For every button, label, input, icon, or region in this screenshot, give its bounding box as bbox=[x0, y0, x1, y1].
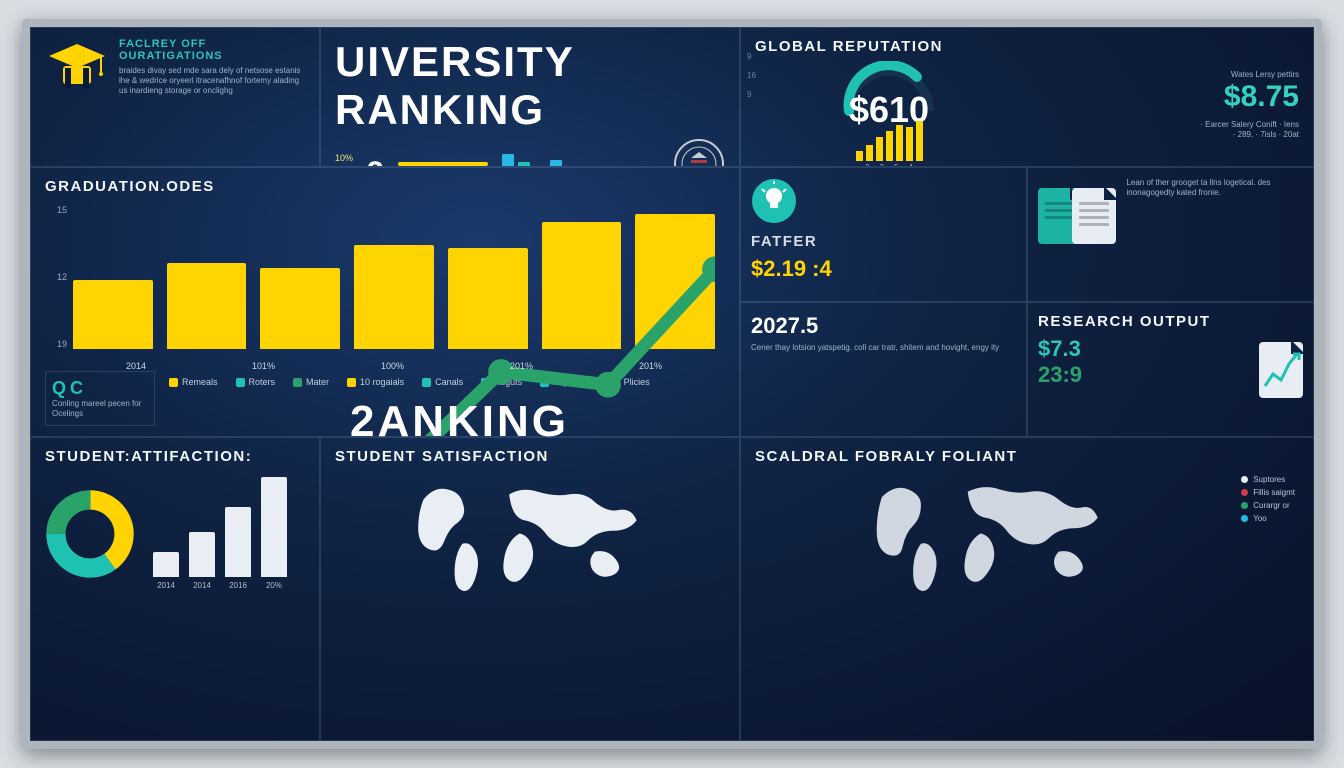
title-mini-bars bbox=[502, 150, 578, 167]
y2027-desc: Cener thay lotsion yatspetig. coll car t… bbox=[751, 343, 1016, 353]
note-icon-q: Q bbox=[52, 378, 66, 399]
global-side-label: Wates Lersy pettirs bbox=[1031, 70, 1299, 80]
panel-student-satisfaction: STUDENT SATISFACTION bbox=[320, 437, 740, 741]
graduation-note: Conling mareel pecen for Ocelings bbox=[52, 399, 148, 419]
global-title: GLOBAL REPUTATION bbox=[755, 38, 943, 55]
title-underline bbox=[398, 162, 488, 166]
panel-global-reputation: GLOBAL REPUTATION $610 2354 Wates Lersy … bbox=[740, 27, 1314, 167]
global-yticks: 9169 bbox=[747, 52, 756, 99]
research-title: RESEARCH OUTPUT bbox=[1038, 313, 1249, 330]
dashboard-board: FACLREY OFF OURATIGATIONS braides divay … bbox=[22, 19, 1322, 749]
panel-student-attifaction: STUDENT:ATTIFACTION: 20142014201620% bbox=[30, 437, 320, 741]
world-map-1 bbox=[335, 471, 725, 606]
world-map-2 bbox=[755, 471, 1227, 606]
student-aff-xaxis: 20142014201620% bbox=[153, 581, 287, 590]
student-aff-title: STUDENT:ATTIFACTION: bbox=[45, 448, 305, 465]
graduation-chart: 151219 2014101%100%201%201% bbox=[45, 205, 725, 371]
panel-graduation: GRADUATION.ODES 151219 2014101%100%201%2… bbox=[30, 167, 740, 437]
faculty-title: FACLREY OFF OURATIGATIONS bbox=[119, 38, 305, 62]
fatfer-val: $2.19 :4 bbox=[751, 256, 1016, 282]
fatfer-title: FATFER bbox=[751, 233, 1016, 250]
graduation-title: GRADUATION.ODES bbox=[45, 178, 725, 195]
research-doc-icon bbox=[1259, 342, 1303, 398]
graduation-legend: RemealsRotersMater10 rogaialsCanalsAugut… bbox=[169, 377, 650, 387]
research-v1: $7.3 bbox=[1038, 336, 1249, 362]
panel-scaldral: SCALDRAL FOBRALY FOLIANT SuptoresFillis … bbox=[740, 437, 1314, 741]
panel-title: UIVERSITY RANKING 10%2ogCan 3 bbox=[320, 27, 740, 167]
research-v2: 23:9 bbox=[1038, 362, 1249, 388]
panel-right-mid: FATFER $2.19 :4 Lean of ther grooget ta … bbox=[740, 167, 1314, 437]
panel-fatfer: FATFER $2.19 :4 bbox=[740, 167, 1027, 302]
global-side-val: $8.75 bbox=[1031, 80, 1299, 114]
donut-chart-icon bbox=[45, 489, 135, 579]
panel-2027: 2027.5 Cener thay lotsion yatspetig. col… bbox=[740, 302, 1027, 437]
y2027-val: 2027.5 bbox=[751, 313, 1016, 339]
document-white-icon bbox=[1072, 188, 1116, 244]
title-mini-big3: 3 bbox=[367, 156, 384, 167]
global-mini-bars bbox=[856, 133, 923, 161]
student-aff-bars bbox=[153, 477, 287, 577]
scaldral-legend: SuptoresFillis saigmtCurargr orYoo bbox=[1237, 471, 1299, 527]
global-notes: · Earcer Salery Conift · Iens· 289, · 7i… bbox=[1031, 120, 1299, 140]
panel-research: RESEARCH OUTPUT $7.3 23:9 bbox=[1027, 302, 1314, 437]
title-mini-stack: 10%2ogCan bbox=[335, 152, 353, 167]
main-title: UIVERSITY RANKING bbox=[335, 38, 725, 134]
university-seal-icon bbox=[673, 138, 725, 167]
docs-desc: Lean of ther grooget ta llns logetical. … bbox=[1126, 178, 1303, 198]
panel-faculty: FACLREY OFF OURATIGATIONS braides divay … bbox=[30, 27, 320, 167]
bulb-badge-icon bbox=[751, 178, 797, 224]
student-sat-title: STUDENT SATISFACTION bbox=[335, 448, 725, 465]
faculty-desc: braides divay sed mde sara dely of netso… bbox=[119, 66, 305, 96]
panel-docs: Lean of ther grooget ta llns logetical. … bbox=[1027, 167, 1314, 302]
note-icon-c: C bbox=[70, 378, 83, 399]
graduation-cap-icon bbox=[45, 38, 109, 102]
scaldral-title: SCALDRAL FOBRALY FOLIANT bbox=[755, 448, 1299, 465]
